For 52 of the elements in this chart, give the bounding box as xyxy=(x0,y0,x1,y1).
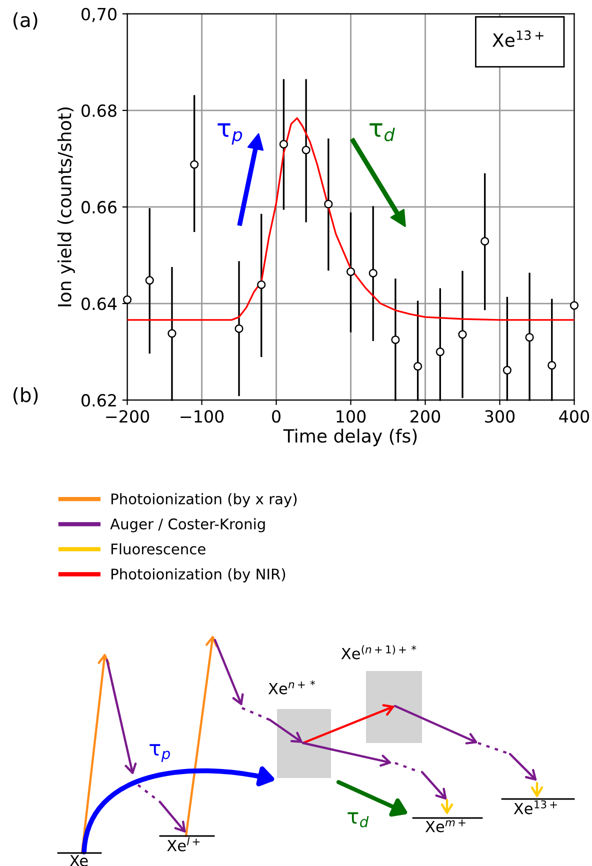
point xyxy=(548,361,556,370)
annotation: Xe$^{13+}$ xyxy=(492,30,544,47)
point xyxy=(234,324,244,333)
point xyxy=(324,200,333,208)
y-tick-label: 0.64 xyxy=(82,297,117,310)
y-axis-title: Ion yield (counts/shot) xyxy=(57,107,75,306)
x-tick-label: 300 xyxy=(485,410,515,423)
x-axis-title: Time delay (fs) xyxy=(283,428,417,446)
text: Xe$^{n+*}$ xyxy=(268,680,316,694)
legend-label: Photoionization (by NIR) xyxy=(112,568,286,582)
point xyxy=(190,160,199,169)
legend-label: Photoionization (by x ray) xyxy=(112,493,297,508)
point xyxy=(168,329,176,338)
x-tick-label: 200 xyxy=(410,410,440,423)
point xyxy=(279,140,288,149)
legend-label: Auger / Coster-Kronig xyxy=(110,518,265,532)
text: (b) xyxy=(14,387,38,405)
x-tick-label: 0 xyxy=(272,410,280,423)
x-tick-label: 100 xyxy=(336,410,366,423)
chart-title: (a) xyxy=(14,12,38,30)
text: Xe$^{13+}$ xyxy=(514,800,557,814)
point xyxy=(480,236,490,246)
y-tick-label: 0.62 xyxy=(82,394,116,407)
point xyxy=(145,276,154,285)
text: Xe xyxy=(70,855,88,866)
point xyxy=(257,280,266,290)
text: Xe$^{l+}$ xyxy=(167,837,200,852)
text: τ$_{p}$ xyxy=(150,744,170,762)
line-series xyxy=(127,117,574,321)
point xyxy=(122,295,132,304)
point xyxy=(391,335,400,344)
annotation: τ$_{p}$ xyxy=(218,123,242,145)
y-tick-label: 0,70 xyxy=(82,8,116,22)
annotation: τ$_{d}$ xyxy=(370,123,395,142)
point xyxy=(302,146,310,154)
x-tick-label: −100 xyxy=(180,410,224,423)
legend-label: Fluorescence xyxy=(112,543,206,555)
point xyxy=(346,267,356,276)
text: τ$_{d}$ xyxy=(348,812,369,828)
point xyxy=(570,301,579,310)
x-tick-label: 400 xyxy=(559,410,590,423)
x-tick-label: −200 xyxy=(106,410,150,423)
text: Xe$^{(n+1)+*}$ xyxy=(341,645,416,660)
point xyxy=(458,330,467,339)
point xyxy=(436,348,444,356)
text: Xe$^{m+}$ xyxy=(425,820,466,832)
point xyxy=(525,333,534,342)
y-tick-label: 0.68 xyxy=(82,104,116,117)
point xyxy=(502,366,512,374)
point xyxy=(414,362,422,371)
y-tick-label: 0.66 xyxy=(82,200,117,214)
point xyxy=(368,268,378,278)
